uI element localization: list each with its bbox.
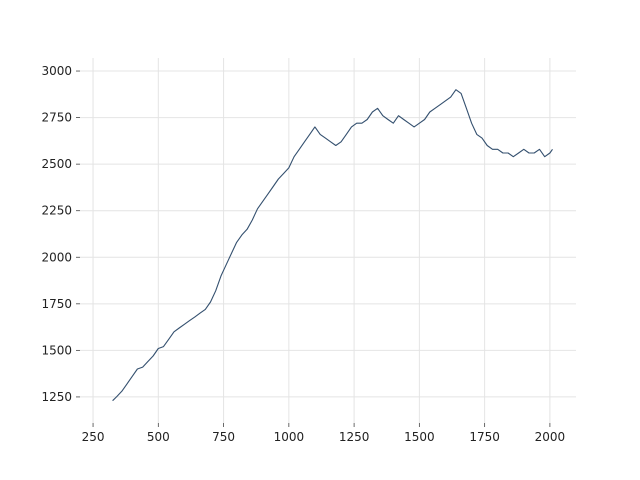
y-tick-label: 2000 bbox=[41, 250, 72, 264]
x-tick-label: 1500 bbox=[404, 430, 435, 444]
x-tick-label: 1000 bbox=[274, 430, 305, 444]
x-tick-label: 750 bbox=[212, 430, 235, 444]
series-line bbox=[112, 89, 553, 402]
x-tick-label: 500 bbox=[147, 430, 170, 444]
x-tick-label: 1250 bbox=[339, 430, 370, 444]
y-tick-label: 1750 bbox=[41, 297, 72, 311]
y-tick-label: 2750 bbox=[41, 111, 72, 125]
y-tick-label: 3000 bbox=[41, 64, 72, 78]
y-tick-label: 2500 bbox=[41, 157, 72, 171]
series-layer bbox=[112, 89, 553, 402]
x-tick-label: 250 bbox=[82, 430, 105, 444]
y-tick-label: 1250 bbox=[41, 390, 72, 404]
x-tick-label: 2000 bbox=[535, 430, 566, 444]
y-tick-label: 2250 bbox=[41, 204, 72, 218]
axes: 250 500 750 1000 1250 1500 1750 2000 1250 1500 175… bbox=[41, 64, 565, 444]
grid bbox=[80, 58, 576, 423]
y-tick-label: 1500 bbox=[41, 343, 72, 357]
x-tick-label: 1750 bbox=[469, 430, 500, 444]
